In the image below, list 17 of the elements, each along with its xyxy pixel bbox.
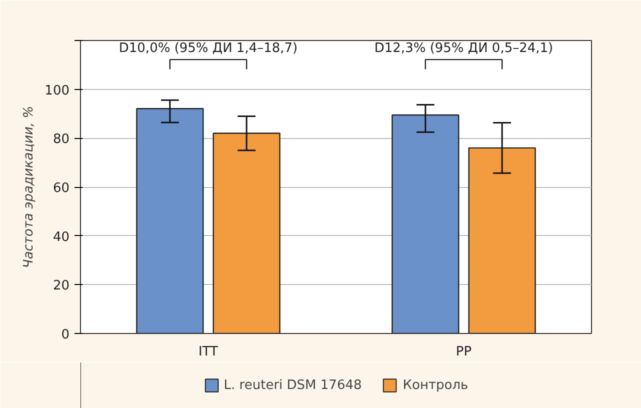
bar [392,114,460,334]
y-tick-label: 0 [61,328,70,342]
bar [468,147,536,334]
bar [136,108,204,334]
annotation: D12,3% (95% ДИ 0,5–24,1) [374,40,554,56]
x-tick-label: PP [456,344,472,360]
y-tick-label: 40 [52,230,70,245]
annotation: D10,0% (95% ДИ 1,4–18,7) [118,40,298,56]
y-tick-label: 80 [52,132,70,148]
legend-label: Контроль [402,378,468,392]
y-tick-label: 60 [52,181,70,196]
legend-label: L. reuteri DSM 17648 [224,378,362,392]
y-tick-label: 100 [44,83,70,98]
y-tick-label: 20 [52,278,70,294]
x-tick-label: ITT [198,344,218,360]
bar [212,132,280,334]
y-axis-title: Частота эрадикации, % [22,106,37,268]
